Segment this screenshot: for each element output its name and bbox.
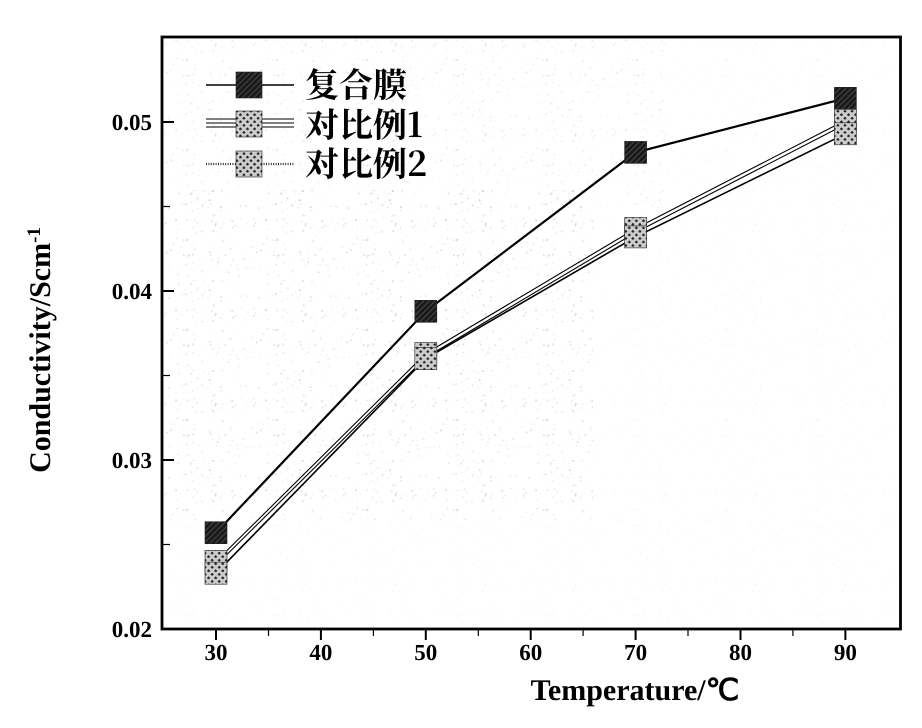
svg-text:40: 40 [309, 640, 332, 665]
svg-text:50: 50 [414, 640, 437, 665]
svg-text:0.03: 0.03 [112, 448, 152, 473]
svg-text:30: 30 [205, 640, 228, 665]
svg-text:80: 80 [729, 640, 752, 665]
svg-text:Temperature/℃: Temperature/℃ [531, 674, 740, 707]
svg-text:0.02: 0.02 [112, 617, 152, 642]
svg-text:90: 90 [834, 640, 857, 665]
svg-text:70: 70 [624, 640, 647, 665]
svg-text:60: 60 [519, 640, 542, 665]
svg-text:0.04: 0.04 [112, 279, 153, 304]
svg-text:对比例2: 对比例2 [305, 137, 427, 186]
svg-text:Conductivity/Scm-1: Conductivity/Scm-1 [24, 227, 57, 473]
svg-text:0.05: 0.05 [112, 110, 152, 135]
